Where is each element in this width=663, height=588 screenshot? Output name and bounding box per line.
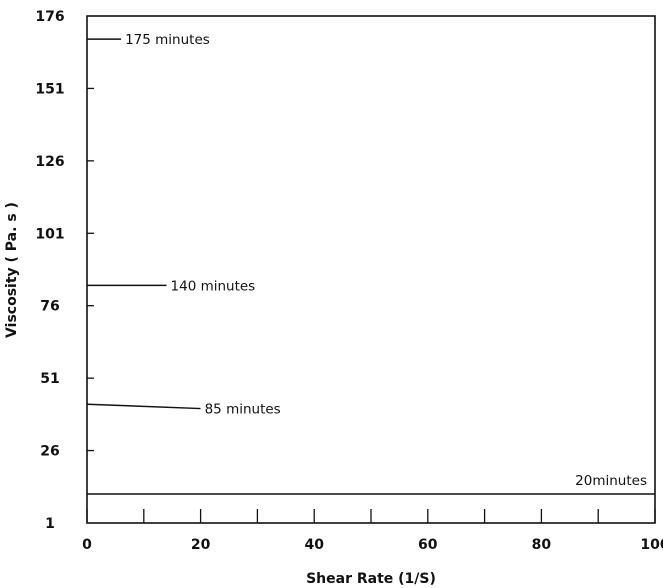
y-tick-label-26: 26 — [40, 444, 59, 460]
series-label-140-minutes: 140 minutes — [171, 278, 256, 294]
y-tick-label-126: 126 — [35, 154, 64, 170]
y-tick-label-101: 101 — [35, 226, 64, 242]
series-label-20minutes: 20minutes — [575, 473, 647, 489]
y-tick-label-1: 1 — [45, 516, 55, 532]
y-tick-label-76: 76 — [40, 299, 59, 315]
x-tick-label-60: 60 — [418, 537, 438, 553]
x-tick-label-100: 100 — [640, 537, 663, 553]
x-tick-label-40: 40 — [304, 537, 324, 553]
series-label-85-minutes: 85 minutes — [205, 402, 281, 418]
series-line-85-minutes — [86, 403, 201, 410]
plot-frame — [86, 15, 656, 524]
series-layer: 175 minutes 140 minutes 85 minutes 20minute… — [86, 32, 655, 495]
x-axis-ticks: 0 20 40 60 80 100 — [82, 509, 663, 553]
y-tick-label-176: 176 — [35, 9, 64, 25]
y-axis-title: Viscosity ( Pa. s ) — [4, 202, 20, 338]
x-axis-title: Shear Rate (1/S) — [306, 571, 436, 587]
x-tick-label-0: 0 — [82, 537, 92, 553]
x-tick-label-80: 80 — [532, 537, 552, 553]
x-tick-label-20: 20 — [191, 537, 211, 553]
y-tick-label-51: 51 — [40, 371, 59, 387]
y-tick-label-151: 151 — [35, 81, 64, 97]
series-label-175-minutes: 175 minutes — [125, 32, 210, 48]
